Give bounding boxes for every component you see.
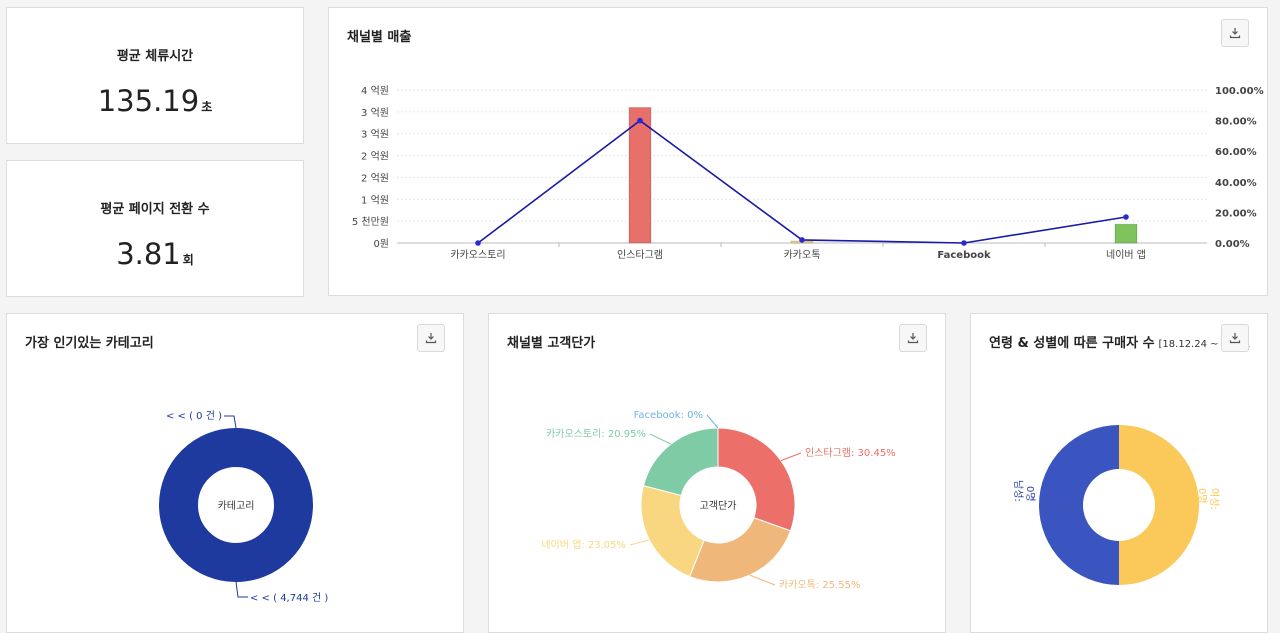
download-icon [1229,333,1241,344]
category-label: < < ( 0 건 ) [166,410,222,422]
aov-slice-label: 인스타그램: 30.45% [805,447,896,459]
age-gender-download-button[interactable] [1221,324,1249,352]
popular-category-card: 가장 인기있는 카테고리 카테고리 < < ( 0 건 ) < < ( 4,744 … [6,313,464,633]
popular-category-download-button[interactable] [417,324,445,352]
avg-stay-title: 평균 체류시간 [116,49,194,64]
category-slice [159,428,313,582]
y-right-tick-label: 100.00% [1215,86,1264,97]
sales-bar [628,106,652,244]
aov-slice-label: 카카오톡: 25.55% [779,579,860,591]
aov-leader-line [649,433,672,445]
y-left-tick-label: 5 천만원 [352,216,389,228]
age-gender-card: 연령 & 성별에 따른 구매자 수 [18.12.24 ~ 19.01 여성: 0명… [970,313,1268,633]
avg-pages-title: 평균 페이지 전환 수 [100,202,210,217]
category-label: < < ( 4,744 건 ) [250,592,328,604]
avg-pages-value: 3.81 [116,237,181,271]
channel-aov-card: 채널별 고객단가 인스타그램: 30.45% 카카오톡: 25.55% 네이버 앱:… [488,313,946,633]
aov-slice [717,427,796,532]
x-tick-label: 카카오스토리 [450,249,505,261]
male-label: 남성: [1012,480,1024,502]
aov-slice [642,427,719,497]
y-right-tick-label: 80.00% [1215,117,1257,128]
aov-center-label: 고객단가 [700,500,737,512]
aov-slice-label: 네이버 앱: 23.05% [541,539,626,551]
ratio-point [799,237,805,243]
gender-slice [1119,425,1199,585]
aov-leader-line [749,574,776,586]
avg-stay-value: 135.19 [97,84,200,118]
channel-sales-title: 채널별 매출 [347,30,412,45]
channel-sales-chart: 4 억원 3 억원 3 억원 2 억원 2 억원 1 억원 5 천만원 0원 100.00% 80… [352,85,1264,261]
x-tick-label: 인스타그램 [617,249,663,261]
download-icon [425,333,437,344]
aov-slice-label: 카카오스토리: 20.95% [546,428,646,440]
y-left-tick-label: 1 억원 [361,194,389,206]
download-icon [907,333,919,344]
popular-category-title: 가장 인기있는 카테고리 [25,336,154,351]
y-left-tick-label: 3 억원 [361,129,389,141]
aov-slice [640,485,705,578]
x-tick-label: 카카오톡 [784,249,821,261]
channel-aov-download-button[interactable] [899,324,927,352]
y-right-tick-label: 40.00% [1215,178,1257,189]
y-left-tick-label: 0원 [373,238,389,250]
category-leader-line [224,415,237,429]
channel-sales-download-button[interactable] [1221,19,1249,47]
channel-aov-title: 채널별 고객단가 [507,336,596,351]
sales-bar [1114,223,1138,244]
ratio-point [475,240,481,246]
age-gender-title: 연령 & 성별에 따른 구매자 수 [989,336,1155,351]
ratio-line [477,119,1127,244]
avg-stay-unit: 초 [201,100,213,114]
male-count: 0명 [1024,486,1036,502]
avg-stay-card: 평균 체류시간 135.19 초 [6,7,304,144]
x-tick-label: 네이버 앱 [1106,249,1146,261]
x-tick-label: Facebook [937,250,991,261]
ratio-point [637,117,643,124]
y-left-tick-label: 4 억원 [361,85,389,97]
category-center-label: 카테고리 [218,500,255,512]
female-label: 여성: [1208,488,1220,510]
y-right-tick-label: 60.00% [1215,147,1257,158]
category-leader-line [235,581,248,598]
popular-category-chart: 카테고리 < < ( 0 건 ) < < ( 4,744 건 ) [159,410,328,604]
y-left-tick-label: 3 억원 [361,107,389,119]
avg-pages-card: 평균 페이지 전환 수 3.81 회 [6,160,304,297]
avg-pages-value-row: 3.81 회 [7,237,303,271]
aov-leader-line [706,414,719,429]
ratio-point [961,240,967,246]
y-left-tick-label: 2 억원 [361,172,389,184]
download-icon [1229,28,1241,39]
channel-sales-card: 채널별 매출 4 억원 3 억원 3 억원 2 억원 2 억원 1 억원 5 천만원 0원 10… [328,7,1268,296]
age-gender-range: [18.12.24 ~ 19.01 [1158,339,1251,350]
female-count: 0명 [1196,488,1208,504]
aov-slice [689,517,792,583]
y-right-tick-label: 0.00% [1215,239,1250,250]
gender-slice [1039,425,1119,585]
age-gender-title-row: 연령 & 성별에 따른 구매자 수 [18.12.24 ~ 19.01 [989,332,1250,351]
y-left-tick-label: 2 억원 [361,151,389,163]
aov-leader-line [629,539,650,546]
avg-stay-value-row: 135.19 초 [7,84,303,118]
y-right-tick-label: 20.00% [1215,208,1257,219]
ratio-point [1123,214,1129,220]
channel-aov-chart: 인스타그램: 30.45% 카카오톡: 25.55% 네이버 앱: 23.05% 카카… [541,410,896,591]
aov-slice-label: Facebook: 0% [634,410,703,421]
avg-pages-unit: 회 [182,253,194,267]
aov-leader-line [780,452,802,462]
